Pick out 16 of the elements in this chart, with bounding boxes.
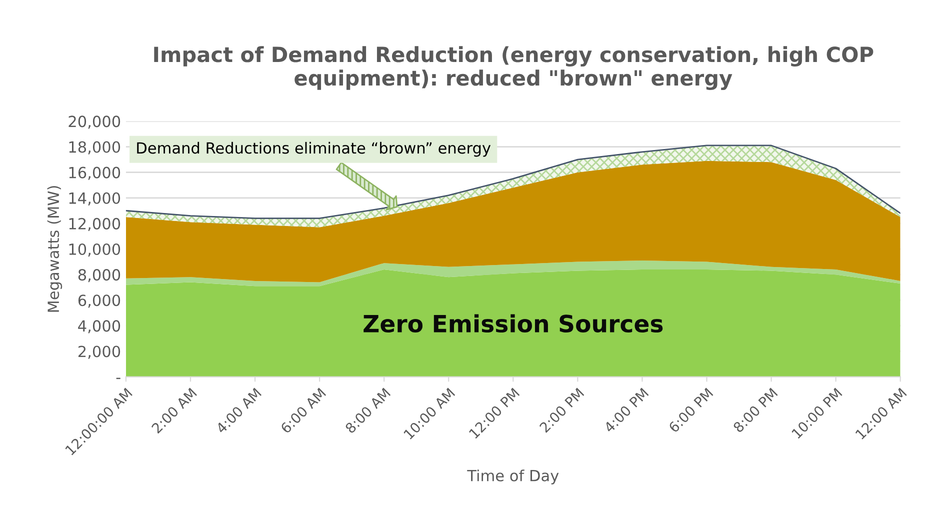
y-tick-label: 18,000 <box>69 141 120 154</box>
y-tick-label: 6,000 <box>78 294 120 308</box>
annotation: Demand Reductions eliminate “brown” energy <box>137 142 491 157</box>
y-tick-label: 12,000 <box>69 218 120 232</box>
y-tick-label: 16,000 <box>69 166 120 180</box>
y-tick-label: 2,000 <box>78 346 120 359</box>
x-axis-title: Time of Day <box>467 470 559 484</box>
y-tick-label: 14,000 <box>69 192 120 206</box>
y-tick-label: 8,000 <box>78 269 120 282</box>
y-axis-title: Megawatts (MW) <box>47 186 62 312</box>
annotation: Zero Emission Sources <box>364 314 663 333</box>
y-tick-label: 4,000 <box>78 320 120 334</box>
y-tick-label: 20,000 <box>68 116 120 129</box>
y-tick-label: - <box>116 378 120 380</box>
y-tick-label: 10,000 <box>69 243 120 257</box>
chart-title: Impact of Demand Reduction (energy conservation, high COP equipment): reduced "brown" energy <box>154 46 874 90</box>
